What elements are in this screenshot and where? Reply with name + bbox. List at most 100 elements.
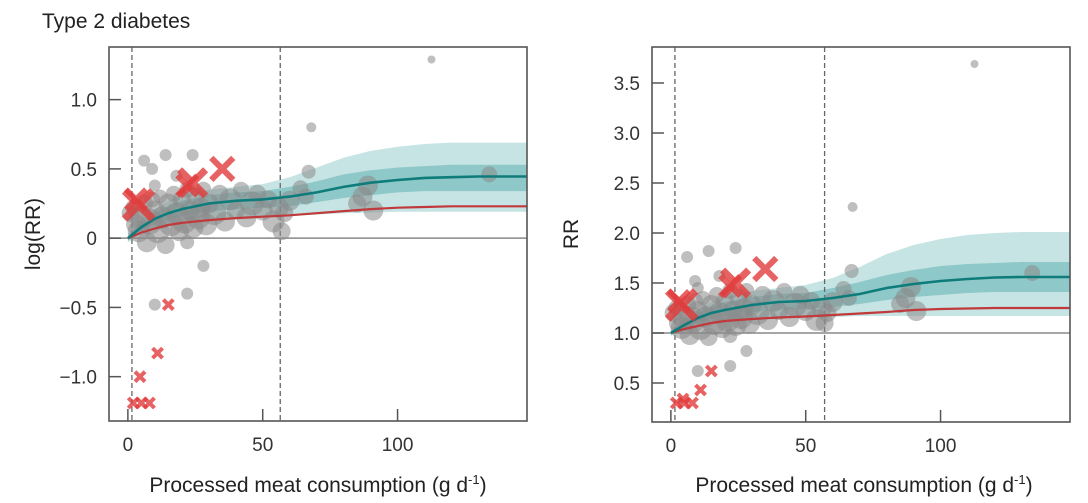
y-tick-label: 0.5 [614,374,640,395]
y-ticks: −1.0 −0.5 0 0.5 1.0 [59,91,121,389]
x-tick-label: 0 [666,436,677,457]
study-point [681,251,694,263]
y-tick-label: −0.5 [59,298,97,319]
cross-stroke [667,289,691,313]
adjusted-risk-curve [670,306,1070,335]
study-point [148,179,161,192]
inner-uncertainty-band [127,164,527,241]
x-tick-label: 50 [252,435,273,456]
study-point [723,329,738,343]
x-tick-label: 100 [925,436,957,457]
y-tick-label: 1.0 [71,91,97,112]
y-tick-label: 1.0 [614,324,640,345]
panel-right-rr: 0 50 100 0.5 1.0 1.5 2.0 2.5 3.0 3.5 RR Processe… [560,46,1071,497]
cross-stroke [151,346,164,360]
study-point [729,242,742,254]
study-point [702,245,715,257]
x-axis-label-sup: -1 [1014,472,1026,487]
x-ticks: 0 50 100 [123,409,414,456]
x-axis-label-main: Processed meat consumption (g d [149,474,468,497]
study-point [840,290,857,306]
study-point [970,60,979,68]
outlier-crosses [664,255,779,410]
risk-curves [670,275,1070,335]
inner-uncertainty-band [670,262,1070,335]
y-axis-label: log(RR) [22,198,45,270]
x-tick-label: 0 [123,435,134,456]
y-tick-label: 0 [86,229,97,250]
outlier-cross [718,274,743,298]
exposure-range-lines [674,47,826,422]
adjusted-risk-curve [127,205,527,240]
study-point [146,162,159,175]
y-tick-label: 3.5 [614,74,640,95]
study-point [363,200,384,221]
outlier-cross [143,396,156,410]
y-tick-label: 1.5 [614,274,640,295]
y-tick-label: 3.0 [614,124,640,145]
outlier-cross [209,155,236,183]
study-point [181,287,194,300]
plot-frame [651,46,1071,423]
cross-stroke [143,396,156,410]
cross-stroke [718,274,743,298]
study-point [306,122,317,133]
study-point [740,345,753,357]
x-tick-label: 100 [382,435,414,456]
study-point [357,175,378,196]
study-point [724,360,737,372]
cross-stroke [686,396,699,410]
y-ticks: 0.5 1.0 1.5 2.0 2.5 3.0 3.5 [614,74,664,395]
study-point [197,259,210,272]
outlier-cross [704,364,718,378]
y-tick-label: 0.5 [71,160,97,181]
y-axis-label: RR [560,219,583,249]
x-ticks: 0 50 100 [666,410,957,457]
axes [108,46,528,422]
outlier-cross [175,173,200,198]
x-axis-label-sup: -1 [468,472,480,487]
figure-title: Type 2 diabetes [42,10,190,33]
y-tick-label: 2.0 [614,224,640,245]
axes [651,46,1071,423]
study-point [844,264,859,278]
cross-stroke [752,255,779,283]
y-tick-label: −1.0 [59,368,97,389]
x-axis-label: Processed meat consumption (g d-1) [149,472,486,497]
cross-stroke [161,298,175,312]
plot-frame [108,46,528,422]
study-point [138,154,151,167]
panel-left-logrr: 0 50 100 −1.0 −0.5 0 0.5 1.0 log(RR) Processed… [22,46,528,497]
study-point [272,222,291,241]
cross-stroke [209,155,236,183]
cross-stroke [124,187,148,212]
x-axis-label: Processed meat consumption (g d-1) [695,472,1032,497]
x-tick-label: 50 [795,436,816,457]
study-point [481,166,498,183]
outlier-cross [124,187,148,212]
outlier-cross [133,370,147,384]
cross-stroke [694,383,707,397]
study-point [156,236,175,255]
study-point [297,188,314,205]
cross-stroke [704,364,718,378]
study-point [148,298,161,311]
study-point [1024,265,1041,281]
outlier-cross [667,289,691,313]
study-point [776,283,793,299]
study-point [900,277,921,297]
cross-stroke [175,173,200,198]
cross-stroke [133,370,147,384]
study-point [427,55,436,64]
outlier-cross [686,396,699,410]
y-tick-label: 2.5 [614,174,640,195]
risk-curves [127,175,527,240]
study-point [186,149,199,161]
outlier-cross [161,298,175,312]
x-axis-label-close: ) [1026,474,1033,497]
study-point [847,202,858,212]
study-point [691,365,704,377]
outlier-crosses [121,155,236,410]
outlier-cross [694,383,707,397]
x-axis-label-main: Processed meat consumption (g d [695,474,1014,497]
